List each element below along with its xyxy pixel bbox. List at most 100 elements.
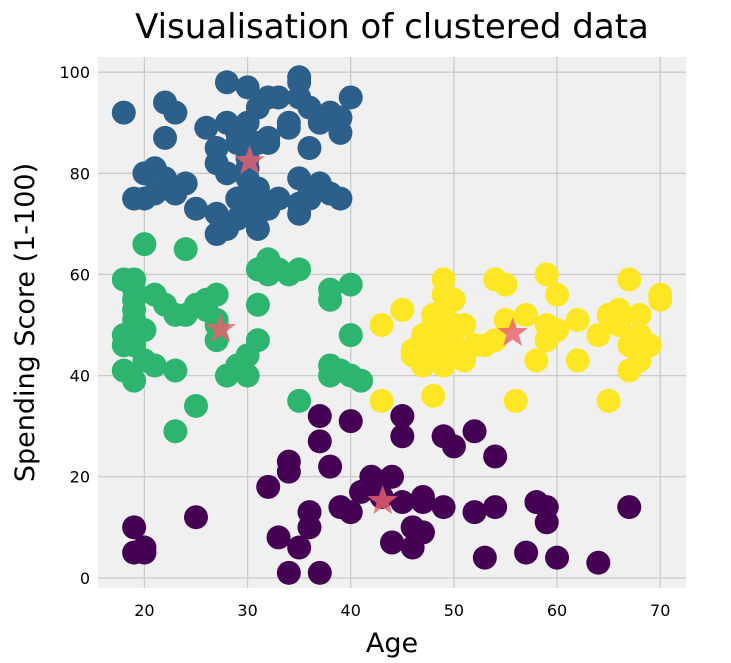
cluster-1-point <box>245 328 270 353</box>
cluster-3-point <box>266 525 291 550</box>
cluster-1-point <box>318 277 343 302</box>
cluster-3-point <box>122 515 147 540</box>
cluster-2-point <box>545 318 570 343</box>
cluster-3-point <box>441 434 466 459</box>
cluster-3-point <box>545 545 570 570</box>
cluster-2-point <box>514 302 539 327</box>
centroid-star-marker <box>205 313 236 343</box>
x-tick-label: 20 <box>134 601 154 620</box>
cluster-3-point <box>483 444 508 469</box>
y-tick-label: 100 <box>59 63 90 82</box>
cluster-3-point <box>431 495 456 520</box>
grid-layer <box>98 57 686 588</box>
cluster-0-point <box>287 201 312 226</box>
cluster-0-point <box>307 171 332 196</box>
cluster-1-point <box>338 272 363 297</box>
cluster-0-point <box>214 70 239 95</box>
cluster-1-point <box>235 363 260 388</box>
cluster-0-point <box>266 186 291 211</box>
cluster-0-point <box>266 85 291 110</box>
cluster-3-point <box>307 404 332 429</box>
cluster-0-point <box>153 176 178 201</box>
centroid-star-marker <box>497 317 528 347</box>
cluster-3-point <box>472 545 497 570</box>
cluster-0-point <box>184 196 208 221</box>
x-tick-label: 50 <box>444 601 464 620</box>
cluster-3-point <box>318 454 343 479</box>
cluster-0-point <box>204 222 229 246</box>
x-tick-label: 30 <box>237 601 257 620</box>
cluster-0-point <box>235 75 260 100</box>
cluster-3-point <box>307 429 332 454</box>
cluster-3-point <box>586 550 611 575</box>
points-layer <box>111 65 673 585</box>
cluster-1-point <box>184 393 208 418</box>
cluster-2-point <box>586 323 611 348</box>
cluster-0-point <box>276 110 301 135</box>
cluster-3-point <box>483 495 508 520</box>
cluster-3-point <box>380 464 404 489</box>
cluster-0-point <box>214 161 239 186</box>
cluster-2-point <box>648 287 673 312</box>
cluster-2-point <box>596 388 621 413</box>
y-tick-label: 60 <box>70 265 90 284</box>
cluster-2-point <box>452 313 477 338</box>
chart-title: Visualisation of clustered data <box>135 7 649 47</box>
cluster-2-point <box>637 333 662 358</box>
cluster-2-point <box>606 313 631 338</box>
cluster-0-point <box>245 130 270 155</box>
cluster-3-point <box>534 510 559 535</box>
cluster-0-point <box>173 171 198 196</box>
cluster-0-point <box>111 100 136 125</box>
cluster-3-point <box>256 474 281 499</box>
centroid-star-marker <box>234 145 265 175</box>
cluster-3-point <box>184 505 208 530</box>
cluster-1-point <box>245 292 270 317</box>
cluster-2-point <box>503 388 528 413</box>
cluster-3-point <box>297 500 322 525</box>
y-tick-label: 0 <box>80 569 90 588</box>
cluster-3-point <box>390 490 415 515</box>
cluster-2-point <box>441 287 466 312</box>
cluster-2-point <box>565 348 590 373</box>
cluster-2-point <box>390 297 415 322</box>
cluster-0-point <box>204 201 229 226</box>
x-tick-label: 60 <box>547 601 567 620</box>
cluster-2-point <box>565 307 590 332</box>
cluster-2-point <box>524 348 549 373</box>
cluster-2-point <box>493 272 518 297</box>
cluster-0-point <box>153 125 178 150</box>
cluster-0-point <box>163 100 188 125</box>
cluster-3-point <box>380 530 404 555</box>
y-axis-label: Spending Score (1-100) <box>10 163 41 482</box>
cluster-3-point <box>276 560 301 585</box>
cluster-3-point <box>287 535 312 560</box>
cluster-3-point <box>462 419 487 444</box>
cluster-0-point <box>297 136 322 161</box>
cluster-2-point <box>627 302 652 327</box>
cluster-3-point <box>390 404 415 429</box>
cluster-0-point <box>328 120 353 145</box>
cluster-2-point <box>545 282 570 307</box>
cluster-0-point <box>132 161 157 186</box>
cluster-3-point <box>462 500 487 525</box>
cluster-2-point <box>369 313 394 338</box>
ticks-layer: 20 30 40 50 60 70 0 20 40 60 80 100 <box>59 63 670 620</box>
cluster-2-point <box>369 388 394 413</box>
cluster-1-point <box>163 358 188 383</box>
y-tick-label: 80 <box>70 164 90 183</box>
cluster-1-point <box>287 257 312 282</box>
y-tick-label: 40 <box>70 367 90 386</box>
cluster-1-point <box>173 237 198 262</box>
x-tick-label: 70 <box>650 601 670 620</box>
cluster-0-point <box>225 186 250 211</box>
cluster-0-point <box>194 115 219 140</box>
x-tick-label: 40 <box>341 601 361 620</box>
cluster-1-point <box>204 282 229 307</box>
cluster-3-point <box>307 560 332 585</box>
centroid-star-marker <box>367 485 398 514</box>
cluster-0-point <box>338 85 363 110</box>
y-tick-label: 20 <box>70 468 90 487</box>
